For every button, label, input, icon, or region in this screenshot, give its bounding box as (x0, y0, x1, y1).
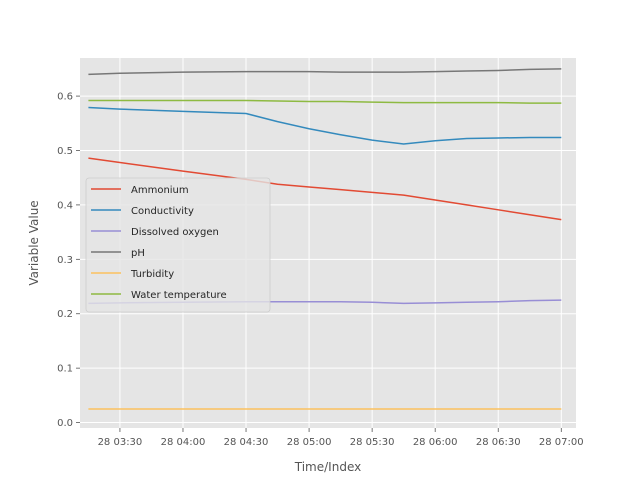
y-tick-label: 0.2 (57, 309, 73, 320)
y-tick-label: 0.0 (57, 418, 73, 429)
x-axis-label: Time/Index (294, 460, 361, 474)
x-axis-ticks: 28 03:30 28 04:00 28 04:30 28 05:00 28 05:30… (98, 428, 584, 448)
legend-label: Turbidity (130, 269, 174, 280)
legend-label: Conductivity (131, 206, 194, 217)
legend-box (85, 177, 271, 313)
legend-label: Water temperature (131, 290, 227, 301)
x-tick-label: 28 03:30 (98, 437, 143, 448)
series-line-ph (88, 68, 562, 76)
y-tick-label: 0.6 (57, 92, 73, 103)
x-tick-label: 28 04:00 (161, 437, 206, 448)
x-tick-label: 28 05:00 (287, 437, 332, 448)
y-tick-label: 0.3 (57, 255, 73, 266)
legend-label: Ammonium (131, 185, 189, 196)
series-line-ammonium (88, 157, 562, 221)
x-tick-label: 28 06:00 (413, 437, 458, 448)
legend-label: pH (131, 248, 145, 259)
y-axis-label: Variable Value (27, 200, 41, 285)
y-tick-label: 0.4 (57, 200, 73, 211)
legend: Ammonium Conductivity Dissolved oxygen pH Tu… (85, 177, 271, 313)
x-tick-label: 28 04:30 (224, 437, 269, 448)
y-tick-label: 0.5 (57, 146, 73, 157)
y-tick-label: 0.1 (57, 364, 73, 375)
series-line-water-temperature (88, 99, 562, 104)
legend-label: Dissolved oxygen (131, 227, 219, 238)
x-tick-label: 28 07:00 (539, 437, 584, 448)
series-line-conductivity (88, 106, 562, 145)
x-tick-label: 28 06:30 (476, 437, 521, 448)
x-tick-label: 28 05:30 (350, 437, 395, 448)
y-axis-ticks: 0.0 0.1 0.2 0.3 0.4 0.5 0.6 (57, 92, 80, 429)
